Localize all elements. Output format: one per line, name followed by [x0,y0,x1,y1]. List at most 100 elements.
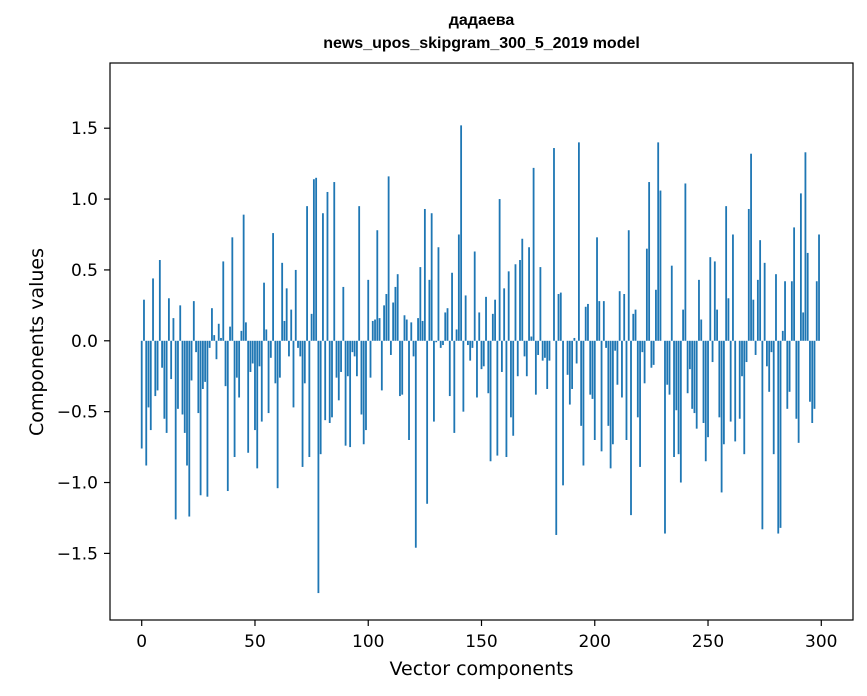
bar [183,340,186,433]
bar [519,260,521,341]
bar [566,340,569,375]
bar [770,340,773,353]
bar [722,340,725,445]
x-tick-label: 100 [352,632,384,652]
bar [181,340,184,415]
bar [562,340,564,486]
bar [806,252,809,341]
bar [616,340,619,385]
bar [766,340,768,367]
bar [729,340,732,422]
bar [179,305,182,341]
bar [587,303,589,341]
bar [335,340,338,378]
bar [759,240,762,341]
bar [245,322,247,341]
y-axis-label: Components values [26,247,48,437]
bar [670,265,673,341]
bar [376,230,379,341]
bar [689,340,691,370]
bar [451,272,453,341]
bar [634,309,637,341]
bar [471,340,474,348]
bar [512,340,515,436]
bar [233,340,236,458]
bar [240,330,243,341]
bar [797,340,800,443]
bar [704,340,707,462]
bar [795,340,798,419]
bar [346,340,349,377]
bar [460,125,463,341]
bar [510,340,512,418]
bar [235,340,238,378]
bar [763,262,766,341]
bar [695,340,698,429]
bar [367,279,370,341]
bar [154,340,157,397]
bar [371,320,374,341]
chart-subtitle: news_upos_skipgram_300_5_2019 model [323,35,640,52]
bar [301,340,304,467]
bar [462,340,465,412]
bar [156,340,159,391]
bar [258,340,261,367]
bar [698,279,700,341]
bar [226,340,229,492]
bar [648,182,651,341]
bar [385,294,388,341]
bar [285,288,288,341]
bar [276,340,279,489]
bar [283,320,286,341]
bar [217,323,220,341]
bar [593,340,596,440]
bar [299,340,302,357]
bar [813,340,816,409]
bar [365,340,367,431]
bar [297,340,299,348]
bar [426,340,429,504]
bar [818,234,820,341]
bar [575,340,578,364]
bar [777,340,780,534]
bar [288,340,290,357]
x-tick-label: 50 [244,632,266,652]
bar [374,319,376,341]
bar [380,340,383,391]
bar [482,340,485,367]
bar [238,340,241,398]
bar [201,340,204,389]
bar [274,340,277,384]
bar [600,340,603,452]
bar [229,326,231,341]
bar [145,340,148,466]
bar [265,329,268,341]
bar [464,295,467,341]
bar [405,319,408,341]
bar [684,183,687,341]
bar [571,340,574,389]
bar [516,340,519,377]
bar [208,340,211,348]
bar [435,340,438,343]
bar [725,206,728,341]
bar [677,340,680,455]
bar [505,340,508,458]
bar [448,340,451,397]
bar [645,248,648,341]
bar [437,247,440,341]
y-tick-label: 1.0 [71,190,98,210]
bar [523,340,526,357]
chart-title: дадаева [448,12,515,29]
bar [544,340,546,358]
bar [213,335,216,341]
bar [675,340,678,411]
bar [802,312,805,341]
y-tick-label: −0.5 [57,403,98,423]
bar [652,340,655,365]
bar [507,271,510,341]
bar [478,312,481,341]
bar [784,281,786,341]
bar [439,340,442,348]
